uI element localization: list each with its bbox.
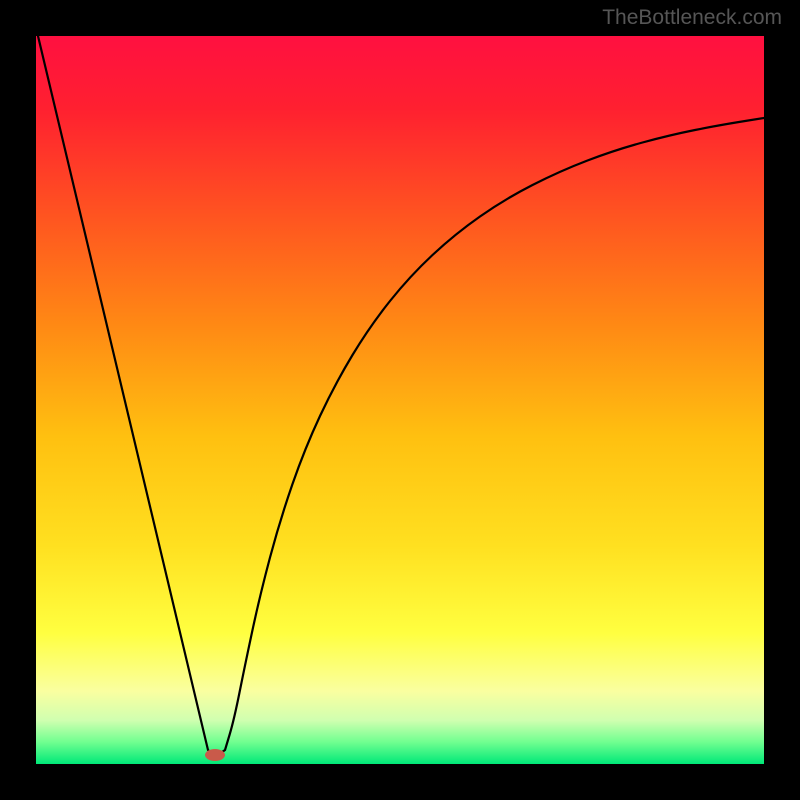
bottleneck-chart — [0, 0, 800, 800]
plot-background — [36, 36, 764, 764]
vertex-marker — [205, 749, 225, 761]
chart-container: TheBottleneck.com — [0, 0, 800, 800]
watermark-label: TheBottleneck.com — [602, 6, 782, 30]
